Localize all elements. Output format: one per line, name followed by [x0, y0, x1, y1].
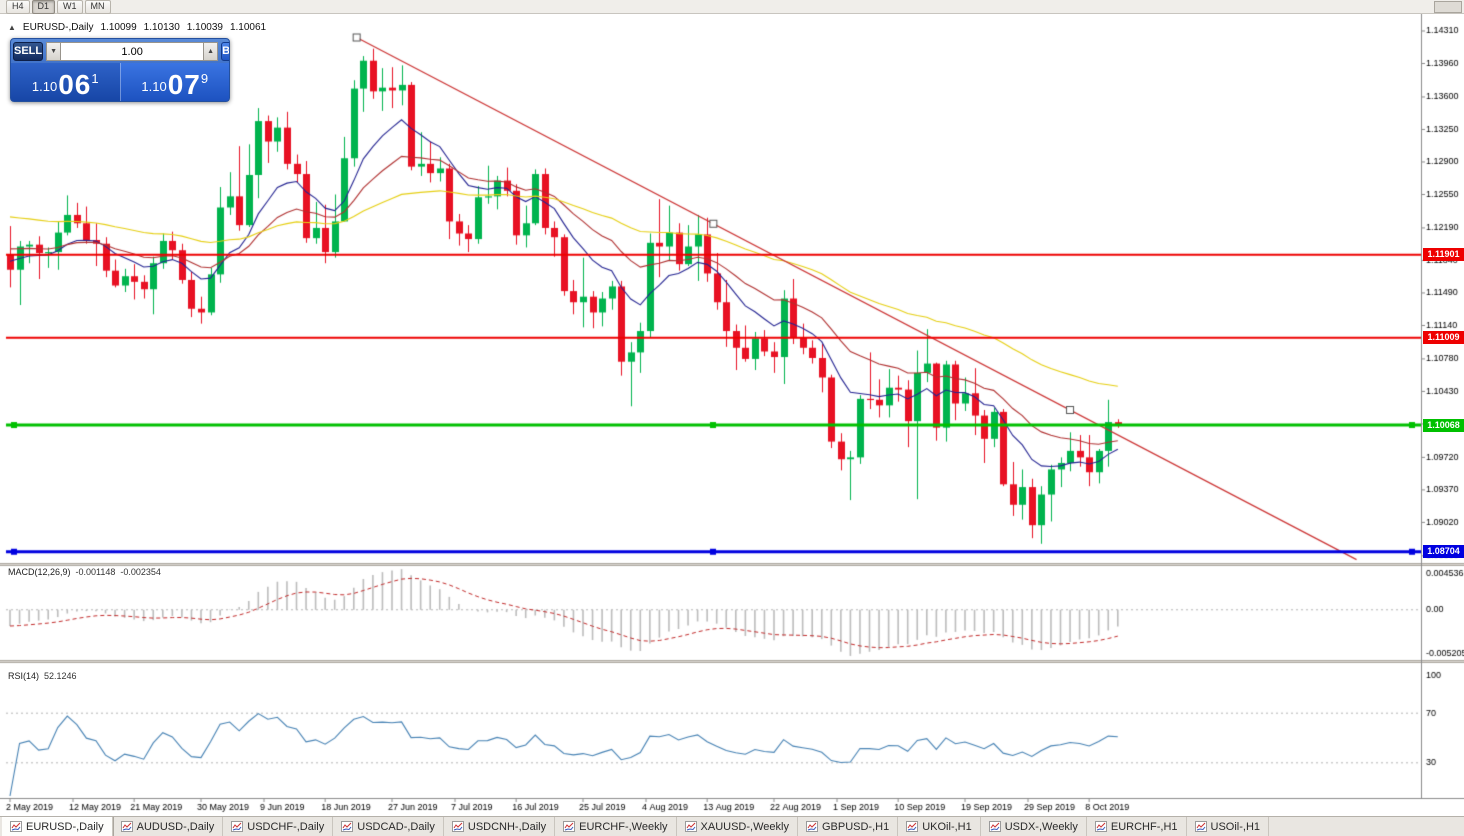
symbol-tab[interactable]: EURUSD-,Daily	[2, 817, 113, 836]
volume-decrease-button[interactable]: ▼	[46, 42, 62, 61]
buy-button[interactable]: BUY	[221, 42, 229, 61]
symbol-tab[interactable]: USDCNH-,Daily	[444, 817, 556, 836]
macd-main-value: -0.001148	[75, 567, 116, 577]
chart-tab-icon	[805, 821, 818, 832]
timeframe-buttons: H4 D1 W1 MN	[6, 0, 111, 14]
ohlc-open: 1.10099	[100, 22, 137, 33]
symbol-tab[interactable]: AUDUSD-,Daily	[113, 817, 224, 836]
chart-tab-icon	[1194, 821, 1207, 832]
volume-control: ▼ ▲	[46, 42, 219, 61]
macd-indicator-label: MACD(12,26,9) -0.001148 -0.002354	[8, 567, 161, 577]
timeframe-button-d1[interactable]: D1	[31, 0, 56, 14]
symbol-tab-label: USDCAD-,Daily	[357, 820, 435, 833]
volume-input[interactable]	[61, 42, 204, 61]
buy-price[interactable]: 1.10 07 9	[119, 63, 229, 101]
price-level-label[interactable]: 1.08704	[1423, 545, 1464, 558]
price-chart-canvas[interactable]	[0, 14, 1464, 816]
toolbar-corner-button[interactable]	[1434, 1, 1462, 13]
symbol-tab[interactable]: USOil-,H1	[1187, 817, 1270, 836]
symbol-tab[interactable]: USDCAD-,Daily	[333, 817, 444, 836]
symbol-tab-label: EURCHF-,H1	[1110, 820, 1178, 833]
buy-price-prefix: 1.10	[141, 79, 167, 94]
chart-tab-icon	[684, 821, 697, 832]
buy-price-big-digits: 07	[167, 69, 201, 101]
buy-price-pipette: 9	[200, 71, 209, 86]
symbol-tab[interactable]: EURCHF-,Weekly	[555, 817, 677, 836]
chart-tab-icon	[1094, 821, 1107, 832]
symbol-tab[interactable]: XAUUSD-,Weekly	[677, 817, 798, 836]
symbol-tab-label: EURCHF-,Weekly	[579, 820, 668, 833]
quote-prices: 1.10 06 1 1.10 07 9	[11, 63, 229, 101]
price-level-label[interactable]: 1.11901	[1423, 248, 1464, 261]
sell-button[interactable]: SELL	[13, 42, 44, 61]
symbol-tab[interactable]: USDX-,Weekly	[981, 817, 1087, 836]
symbol-tab-label: XAUUSD-,Weekly	[700, 820, 789, 833]
ohlc-close: 1.10061	[229, 22, 267, 33]
symbol-tab-label: USDCNH-,Daily	[467, 820, 547, 833]
symbol-tab-label: UKOil-,H1	[922, 820, 972, 833]
symbol-tab-label: GBPUSD-,H1	[821, 820, 890, 833]
sell-price-pipette: 1	[91, 71, 99, 86]
symbol-tab[interactable]: EURCHF-,H1	[1087, 817, 1187, 836]
symbol-tab-label: USDX-,Weekly	[1004, 820, 1078, 833]
timeframe-toolbar: H4 D1 W1 MN	[0, 0, 1464, 14]
chart-tab-icon	[906, 821, 919, 832]
volume-increase-button[interactable]: ▲	[203, 42, 219, 61]
chart-tab-icon	[563, 821, 576, 832]
symbol-tab-label: USDCHF-,Daily	[247, 820, 325, 833]
macd-signal-value: -0.002354	[120, 567, 161, 577]
symbol-tab-bar: EURUSD-,Daily AUDUSD-,Daily USDCHF-,Dail…	[0, 816, 1464, 836]
ohlc-low: 1.10039	[186, 22, 223, 33]
timeframe-button-w1[interactable]: W1	[57, 0, 83, 14]
chart-tab-icon	[10, 821, 22, 832]
chart-tab-icon	[988, 821, 1001, 832]
chart-ohlc-title: ▲ EURUSD-,Daily 1.10099 1.10130 1.10039 …	[8, 22, 266, 33]
price-level-label[interactable]: 1.10068	[1423, 419, 1464, 432]
chart-tab-icon	[341, 821, 354, 832]
symbol-tab[interactable]: USDCHF-,Daily	[223, 817, 334, 836]
sell-price-big-digits: 06	[58, 69, 92, 101]
symbol-tab[interactable]: UKOil-,H1	[898, 817, 981, 836]
chart-tab-icon	[231, 821, 244, 832]
rsi-indicator-label: RSI(14) 52.1246	[8, 671, 77, 681]
timeframe-button-mn[interactable]: MN	[84, 0, 111, 14]
sell-price[interactable]: 1.10 06 1	[11, 63, 120, 101]
price-level-label[interactable]: 1.11009	[1423, 331, 1464, 344]
sell-price-prefix: 1.10	[31, 79, 58, 94]
timeframe-button-h4[interactable]: H4	[6, 0, 30, 14]
symbol-tab-label: USOil-,H1	[1210, 820, 1261, 833]
rsi-value: 52.1246	[44, 671, 77, 681]
ohlc-high: 1.10130	[143, 22, 180, 33]
symbol-tab-label: AUDUSD-,Daily	[136, 820, 215, 833]
chart-tab-icon	[451, 821, 464, 832]
one-click-toggle-icon[interactable]: ▲	[8, 23, 16, 32]
chart-tab-icon	[120, 821, 133, 832]
chart-symbol-period: EURUSD-,Daily	[22, 22, 94, 33]
symbol-tab[interactable]: GBPUSD-,H1	[798, 817, 899, 836]
symbol-tab-label: EURUSD-,Daily	[26, 820, 104, 833]
